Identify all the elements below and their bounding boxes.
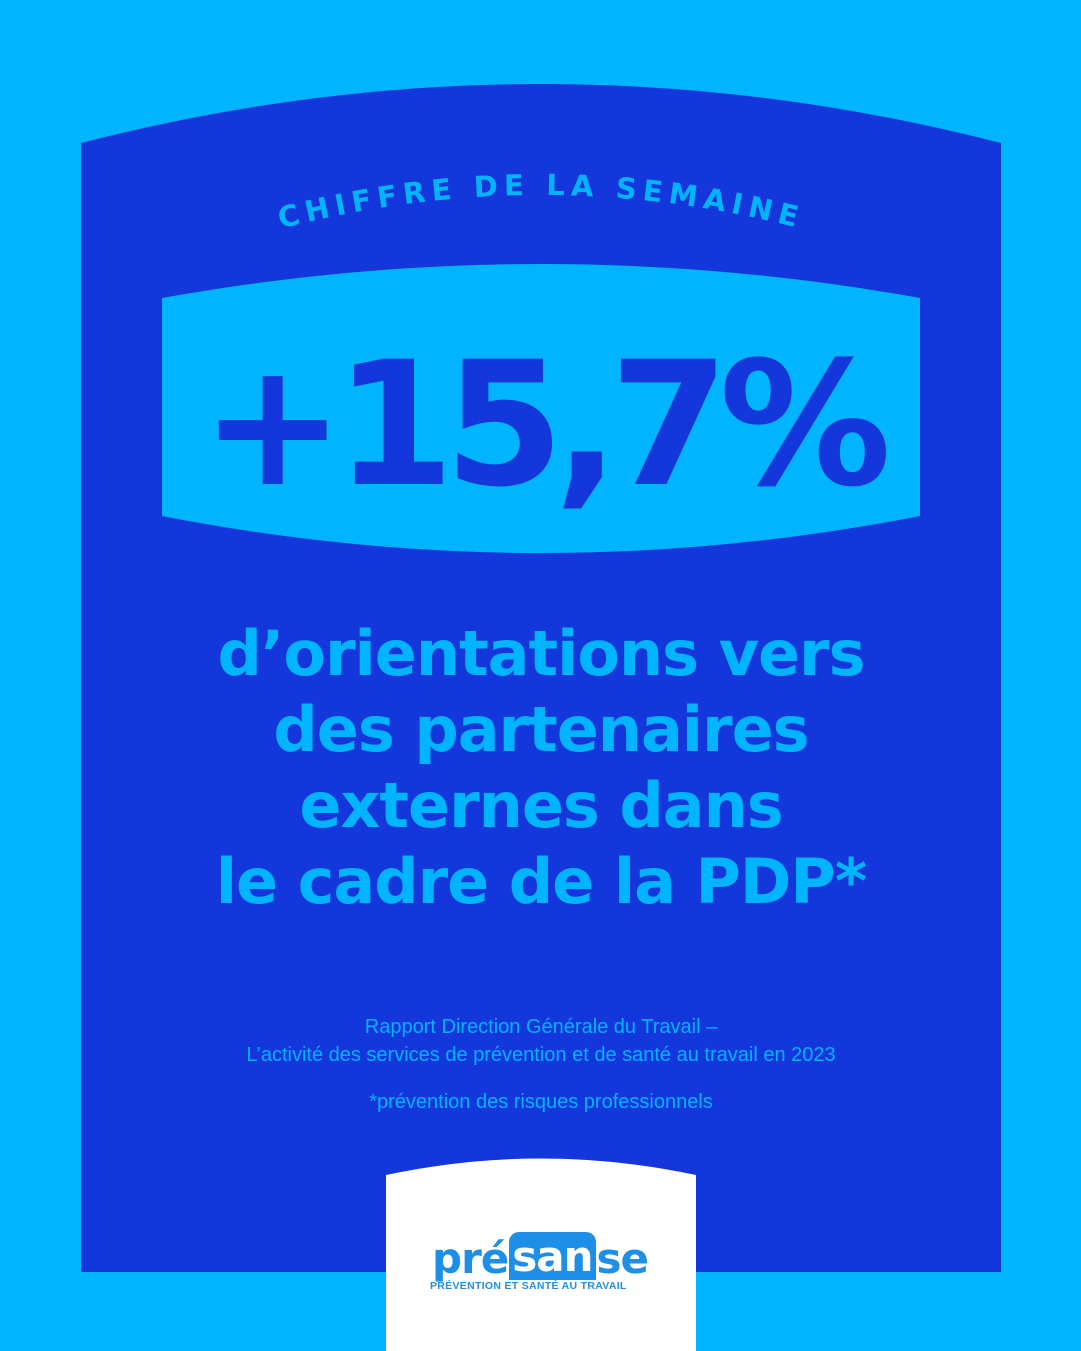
footnote: *prévention des risques professionnels (369, 1091, 713, 1113)
headline: d’orientations vers des partenaires exte… (110, 616, 972, 920)
headline-line: des partenaires (273, 693, 809, 766)
headline-line: le cadre de la PDP* (215, 845, 868, 918)
figure-badge (162, 264, 920, 553)
logo-part: se (596, 1234, 649, 1283)
source-line: Rapport Direction Générale du Travail – (364, 1016, 718, 1038)
source-citation: Rapport Direction Générale du Travail – … (110, 1013, 972, 1069)
headline-line: d’orientations vers (217, 617, 865, 690)
logo-part-highlight: san (509, 1232, 596, 1280)
kicker-title: CHIFFRE DE LA SEMAINE (274, 168, 807, 235)
logo-tagline: PRÉVENTION ET SANTÉ AU TRAVAIL (430, 1280, 627, 1292)
presanse-logo[interactable]: pré san se (432, 1228, 652, 1280)
key-figure: +15,7% (200, 324, 892, 525)
source-line: L’activité des services de prévention et… (246, 1044, 836, 1066)
headline-line: externes dans (299, 769, 783, 842)
logo-part: pré (432, 1234, 509, 1283)
